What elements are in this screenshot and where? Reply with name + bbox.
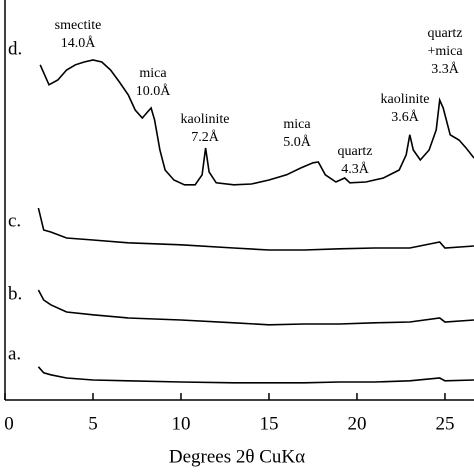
peak-annotation: 3.6Å	[391, 109, 420, 125]
x-tick-label: 10	[171, 413, 190, 434]
data-line	[37, 207, 474, 251]
x-tick-label: 0	[4, 413, 14, 434]
x-tick-label: 20	[347, 413, 366, 434]
peak-annotation: kaolinite	[181, 112, 230, 127]
peak-annotation: mica	[283, 117, 311, 132]
peak-annotation: quartz	[428, 26, 463, 41]
peak-annotation: mica	[139, 66, 167, 81]
series-label: a.	[8, 343, 21, 364]
x-tick-label: 5	[88, 413, 98, 434]
x-tick-label: 25	[435, 413, 454, 434]
peak-annotation: kaolinite	[381, 92, 430, 107]
peak-annotation: +mica	[427, 44, 463, 59]
data-line	[39, 59, 474, 186]
series-label: c.	[8, 210, 21, 231]
data-line	[37, 366, 474, 384]
data-line	[37, 289, 474, 326]
peak-annotation: 3.3Å	[431, 61, 460, 77]
peak-annotation: 14.0Å	[61, 35, 97, 51]
series-label: b.	[8, 283, 22, 304]
peak-annotation: 4.3Å	[341, 161, 370, 177]
peak-annotation: smectite	[55, 18, 102, 33]
x-tick-label: 15	[259, 413, 278, 434]
peak-annotation: 7.2Å	[191, 129, 220, 145]
peak-annotation: 5.0Å	[283, 134, 312, 150]
peak-annotation: 10.0Å	[136, 83, 172, 99]
x-axis-label: Degrees 2θ CuKα	[169, 446, 305, 467]
peak-annotation: quartz	[338, 144, 373, 159]
series-label: d.	[8, 38, 22, 59]
